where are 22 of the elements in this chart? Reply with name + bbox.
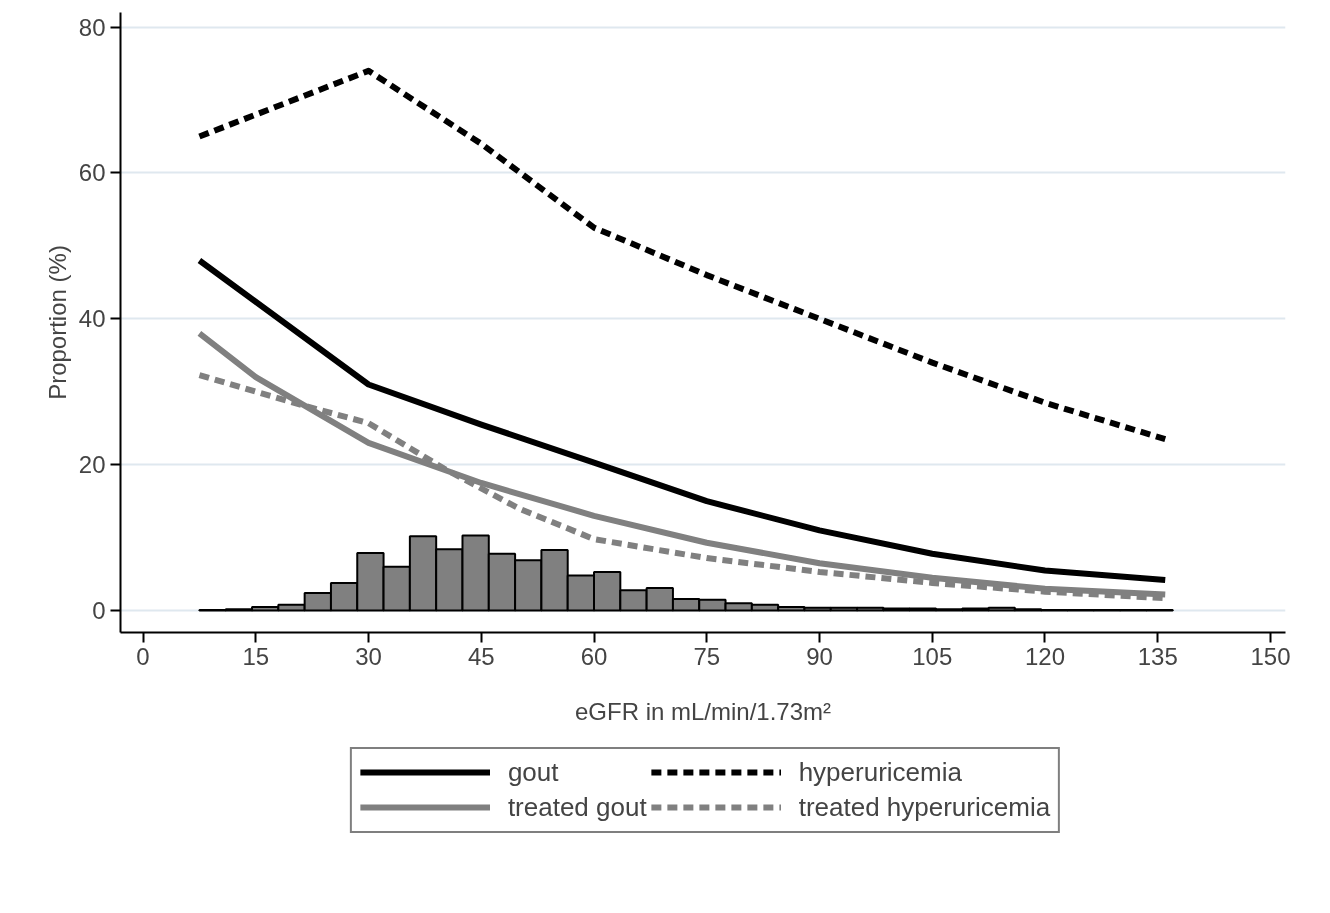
x-tick-label: 30 bbox=[355, 642, 382, 670]
x-tick-label: 45 bbox=[467, 642, 495, 670]
y-tick-label: 20 bbox=[78, 451, 106, 479]
x-tick-label: 60 bbox=[580, 642, 608, 670]
x-tick-label: 135 bbox=[1137, 642, 1178, 670]
legend-label: gout bbox=[507, 756, 559, 788]
x-tick-label: 150 bbox=[1250, 642, 1291, 670]
x-tick-label: 90 bbox=[806, 642, 833, 670]
y-tick-label: 60 bbox=[78, 159, 106, 187]
x-axis-title: eGFR in mL/min/1.73m² bbox=[574, 697, 832, 725]
y-tick-label: 0 bbox=[92, 597, 106, 625]
x-tick-label: 75 bbox=[693, 642, 721, 670]
y-tick-label: 80 bbox=[78, 13, 106, 41]
legend-label: hyperuricemia bbox=[798, 756, 962, 788]
legend-label: treated gout bbox=[507, 791, 647, 823]
x-tick-label: 0 bbox=[136, 642, 150, 670]
legend-label: treated hyperuricemia bbox=[798, 791, 1051, 823]
y-tick-label: 40 bbox=[78, 305, 106, 333]
x-tick-label: 120 bbox=[1024, 642, 1066, 670]
y-axis-title: Proportion (%) bbox=[43, 245, 71, 400]
x-tick-label: 15 bbox=[242, 642, 270, 670]
x-tick-label: 105 bbox=[912, 642, 953, 670]
